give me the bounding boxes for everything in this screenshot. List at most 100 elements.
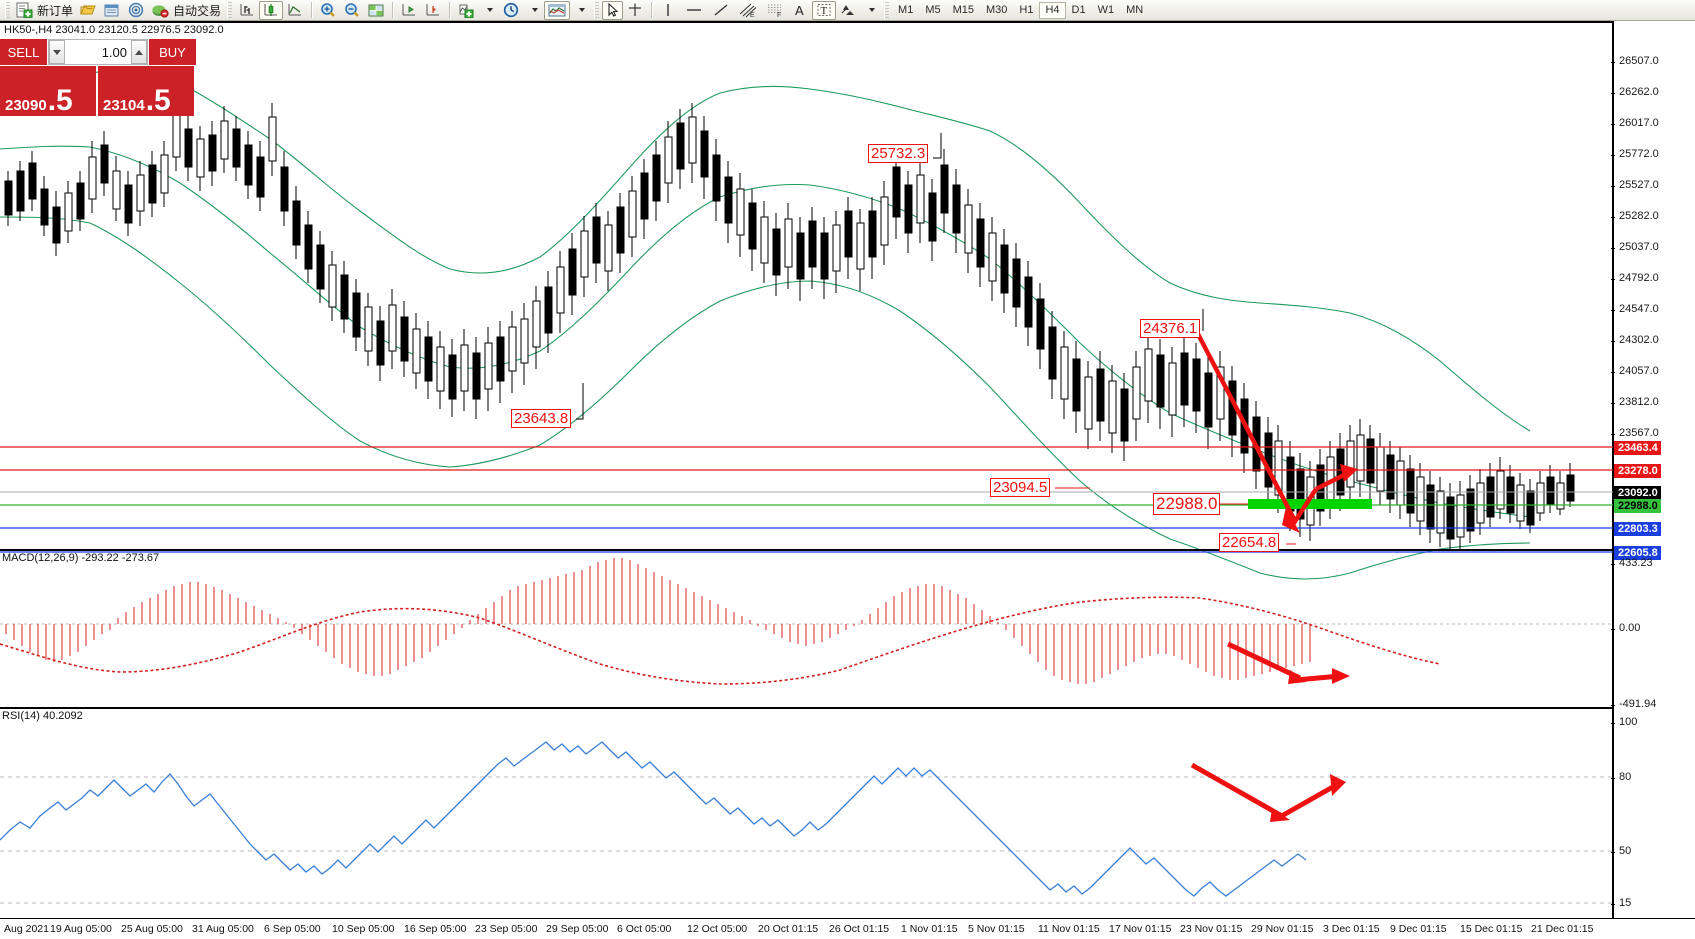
sell-price-fraction: .5 xyxy=(47,84,73,117)
time-tick: 31 Aug 05:00 xyxy=(192,923,254,935)
chart-shift-icon[interactable] xyxy=(397,1,421,20)
indicators-icon[interactable] xyxy=(454,1,478,20)
fibonacci-icon[interactable]: F xyxy=(762,1,788,20)
tile-windows-icon[interactable] xyxy=(364,1,388,20)
crosshair-icon[interactable] xyxy=(623,1,647,20)
sell-price-display[interactable]: 23090 .5 xyxy=(0,66,96,116)
period-icon[interactable] xyxy=(499,1,523,20)
macd-scale-zero: 0.00 xyxy=(1611,622,1640,634)
volume-increase-button[interactable] xyxy=(131,40,147,64)
annotation-22654[interactable]: 22654.8 xyxy=(1219,533,1280,552)
line-chart-icon[interactable] xyxy=(283,1,307,20)
annotation-23643[interactable]: 23643.8 xyxy=(511,409,572,428)
timeframe-d1[interactable]: D1 xyxy=(1071,4,1086,16)
toolbar-grip-4[interactable] xyxy=(884,1,890,19)
timeframe-mn[interactable]: MN xyxy=(1126,4,1144,16)
price-marker-resistance-2[interactable]: 23278.0 xyxy=(1614,464,1661,478)
text-label-icon[interactable]: T xyxy=(812,0,837,20)
folder-icon[interactable] xyxy=(76,1,100,20)
bollinger-bands xyxy=(0,70,1531,580)
price-marker-support-blue-2[interactable]: 22605.8 xyxy=(1614,546,1661,560)
templates-icon[interactable] xyxy=(544,0,571,20)
text-icon[interactable]: A xyxy=(788,1,812,20)
annotation-24376[interactable]: 24376.1 xyxy=(1140,319,1201,338)
auto-scroll-icon[interactable] xyxy=(421,1,445,20)
zoom-out-icon[interactable] xyxy=(340,1,364,20)
shapes-icon[interactable] xyxy=(836,1,860,20)
chevron-down-icon xyxy=(53,49,61,55)
period-dropdown-arrow[interactable] xyxy=(523,1,544,20)
rsi-drawn-arrows xyxy=(1190,762,1346,822)
time-tick: 21 Dec 01:15 xyxy=(1531,923,1594,935)
templates-dropdown-arrow[interactable] xyxy=(570,1,591,20)
svg-text:E: E xyxy=(750,12,755,18)
time-tick: 29 Nov 01:15 xyxy=(1251,923,1314,935)
rsi-level-15: 15 xyxy=(1611,897,1631,909)
volume-value[interactable]: 1.00 xyxy=(101,44,127,60)
annotation-25732[interactable]: 25732.3 xyxy=(868,144,929,163)
price-tick: 23567.0 xyxy=(1611,427,1659,439)
zoom-in-icon[interactable] xyxy=(316,1,340,20)
cursor-icon[interactable] xyxy=(602,0,624,20)
drawn-trend-lines xyxy=(1196,332,1358,533)
equidistant-channel-icon[interactable]: E xyxy=(734,1,762,20)
one-click-trading-panel[interactable]: SELL 1.00 BUY 23090 .5 23104 .5 xyxy=(0,39,196,116)
sell-button[interactable]: SELL xyxy=(0,39,47,65)
time-tick: 25 Aug 05:00 xyxy=(121,923,183,935)
annotation-22988[interactable]: 22988.0 xyxy=(1153,493,1221,515)
timeframe-m30[interactable]: M30 xyxy=(986,4,1008,16)
candlestick-chart-icon[interactable] xyxy=(259,0,284,20)
buy-price-display[interactable]: 23104 .5 xyxy=(98,66,194,116)
new-order-label[interactable]: 新订单 xyxy=(37,3,74,18)
time-tick: 26 Oct 01:15 xyxy=(829,923,890,935)
svg-text:T: T xyxy=(821,5,828,17)
volume-stepper[interactable]: 1.00 xyxy=(48,39,148,65)
trend-line-icon[interactable] xyxy=(708,1,734,20)
price-marker-support-green[interactable]: 22988.0 xyxy=(1614,499,1661,513)
data-window-icon[interactable] xyxy=(100,1,124,20)
trade-panel-prices[interactable]: 23090 .5 23104 .5 xyxy=(0,66,196,116)
shapes-dropdown-arrow[interactable] xyxy=(860,1,881,20)
price-tick: 24057.0 xyxy=(1611,365,1659,377)
time-tick: 29 Sep 05:00 xyxy=(546,923,609,935)
price-marker-support-blue-1[interactable]: 22803.3 xyxy=(1614,522,1661,536)
auto-trading-label[interactable]: 自动交易 xyxy=(173,3,222,18)
new-order-icon[interactable] xyxy=(13,1,36,20)
timeframe-m5[interactable]: M5 xyxy=(925,4,941,16)
toolbar-grip[interactable] xyxy=(5,1,10,19)
toolbar-grip-3[interactable] xyxy=(594,1,600,19)
time-tick: 19 Aug 05:00 xyxy=(50,923,112,935)
price-marker-current[interactable]: 23092.0 xyxy=(1614,486,1661,500)
rsi-title: RSI(14) 40.2092 xyxy=(2,710,83,722)
time-tick: 6 Sep 05:00 xyxy=(264,923,321,935)
trade-panel-controls[interactable]: SELL 1.00 BUY xyxy=(0,39,196,65)
macd-title: MACD(12,26,9) -293.22 -273.67 xyxy=(2,552,160,564)
timeframe-w1[interactable]: W1 xyxy=(1097,4,1115,16)
volume-decrease-button[interactable] xyxy=(49,40,65,64)
signal-icon[interactable] xyxy=(124,1,148,20)
rsi-level-80: 80 xyxy=(1611,771,1631,783)
buy-button[interactable]: BUY xyxy=(149,39,196,65)
price-tick: 25527.0 xyxy=(1611,179,1659,191)
bar-chart-icon[interactable] xyxy=(235,1,259,20)
indicators-dropdown-arrow[interactable] xyxy=(478,1,499,20)
chevron-up-icon xyxy=(135,49,143,55)
timeframe-h4[interactable]: H4 xyxy=(1039,1,1066,19)
price-tick: 24302.0 xyxy=(1611,334,1659,346)
time-tick: 5 Nov 01:15 xyxy=(968,923,1025,935)
toolbar-grip-2[interactable] xyxy=(227,1,233,19)
annotation-23094[interactable]: 23094.5 xyxy=(990,478,1051,497)
chart-area[interactable]: HK50-,H4 23041.0 23120.5 22976.5 23092.0 xyxy=(0,21,1695,939)
expert-advisor-icon[interactable] xyxy=(148,1,172,20)
timeframe-m15[interactable]: M15 xyxy=(952,4,974,16)
time-tick: 12 Oct 05:00 xyxy=(687,923,748,935)
annotation-leaders xyxy=(576,133,1204,420)
price-axis[interactable]: 26507.0 26262.0 26017.0 25772.0 25527.0 … xyxy=(1611,21,1695,918)
vertical-line-icon[interactable] xyxy=(656,1,680,20)
horizontal-line-icon[interactable] xyxy=(680,1,708,20)
timeframe-m1[interactable]: M1 xyxy=(898,4,914,16)
timeframe-h1[interactable]: H1 xyxy=(1019,4,1034,16)
price-marker-resistance-1[interactable]: 23463.4 xyxy=(1614,441,1661,455)
toolbar-separator xyxy=(311,2,313,18)
time-axis[interactable]: Aug 2021 19 Aug 05:00 25 Aug 05:00 31 Au… xyxy=(0,918,1695,939)
